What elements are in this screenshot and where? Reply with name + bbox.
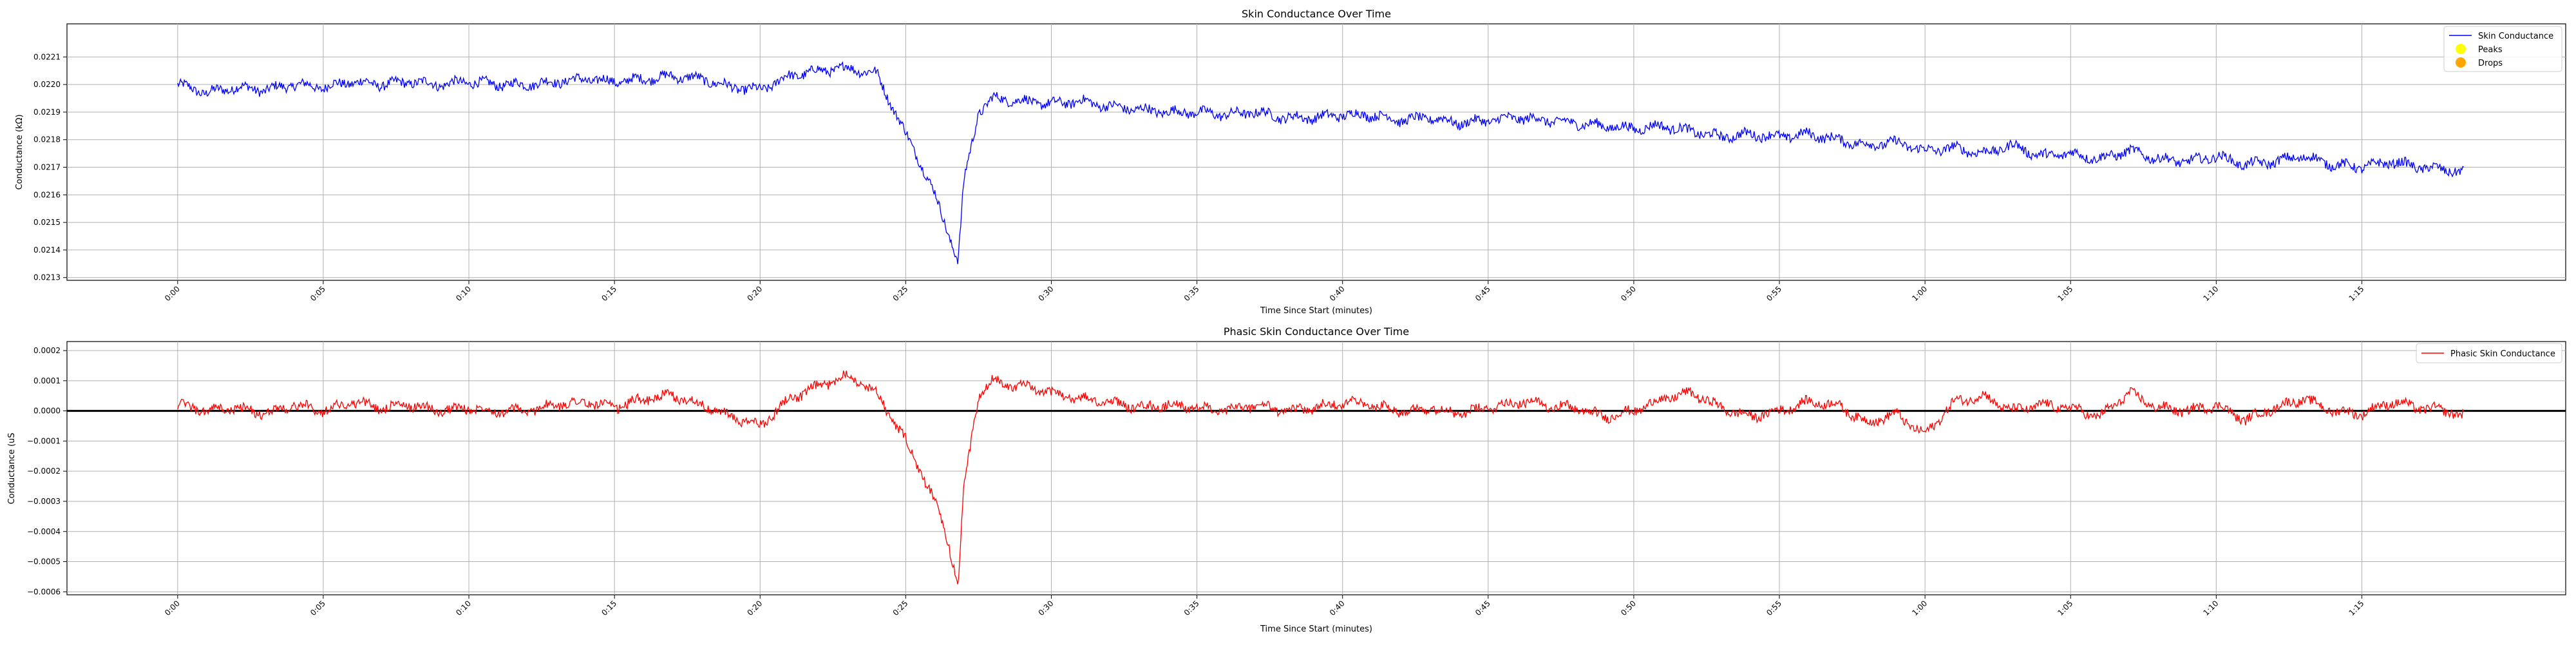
y-tick-label: 0.0213 bbox=[33, 273, 61, 282]
x-tick-label: 0:50 bbox=[1619, 284, 1638, 303]
y-tick-label: −0.0003 bbox=[27, 497, 61, 506]
legend: Skin Conductance Peaks Drops bbox=[2443, 26, 2562, 72]
y-tick-label: −0.0004 bbox=[27, 527, 61, 536]
y-axis-ticks: −0.0006 −0.0005 −0.0004 −0.0003 −0.0002 −0.00… bbox=[27, 346, 67, 596]
y-tick-label: 0.0001 bbox=[33, 376, 61, 385]
chart-title: Skin Conductance Over Time bbox=[1242, 8, 1391, 20]
y-axis-label: Conductance (uS bbox=[7, 432, 17, 504]
x-tick-label: 0:25 bbox=[891, 284, 910, 303]
x-tick-label: 0:55 bbox=[1765, 284, 1783, 303]
legend-marker-peaks bbox=[2456, 44, 2466, 54]
x-axis-ticks: 0:00 0:05 0:10 0:15 0:20 0:25 0:30 0:35 0:40 0:45… bbox=[163, 280, 2366, 303]
series-line-skin-conductance bbox=[177, 61, 2465, 264]
x-tick-label: 1:05 bbox=[2056, 284, 2074, 303]
x-tick-label: 0:55 bbox=[1765, 599, 1783, 617]
phasic-skin-conductance-chart: Phasic Skin Conductance Over Time 0:00 0:… bbox=[7, 325, 2566, 634]
x-tick-label: 0:30 bbox=[1037, 599, 1056, 617]
y-tick-label: 0.0214 bbox=[33, 246, 61, 255]
y-tick-label: 0.0000 bbox=[33, 407, 61, 416]
x-axis-ticks: 0:00 0:05 0:10 0:15 0:20 0:25 0:30 0:35 0:40 0:45… bbox=[163, 595, 2366, 617]
x-tick-label: 1:15 bbox=[2347, 599, 2366, 617]
series-line-phasic-skin-conductance bbox=[177, 371, 2465, 584]
legend-label-drops: Drops bbox=[2478, 59, 2503, 68]
y-tick-label: 0.0002 bbox=[33, 346, 61, 355]
legend-label-phasic-skin-conductance: Phasic Skin Conductance bbox=[2450, 349, 2555, 359]
skin-conductance-chart: Skin Conductance Over Time 0:00 0:05 0:10 0… bbox=[15, 8, 2566, 316]
plot-area bbox=[66, 341, 2566, 595]
x-tick-label: 0:40 bbox=[1328, 284, 1347, 303]
y-tick-label: 0.0219 bbox=[33, 108, 61, 117]
x-tick-label: 0:10 bbox=[454, 284, 473, 303]
x-tick-label: 0:20 bbox=[745, 284, 764, 303]
y-tick-label: −0.0002 bbox=[27, 467, 61, 476]
legend-label-peaks: Peaks bbox=[2478, 45, 2503, 55]
x-tick-label: 1:00 bbox=[1910, 284, 1929, 303]
grid bbox=[67, 342, 2566, 595]
y-tick-label: 0.0218 bbox=[33, 135, 61, 144]
chart-title: Phasic Skin Conductance Over Time bbox=[1224, 325, 1409, 338]
x-tick-label: 0:15 bbox=[600, 599, 618, 617]
plot-area bbox=[66, 23, 2566, 281]
x-tick-label: 0:40 bbox=[1328, 599, 1347, 617]
series-layer bbox=[177, 61, 2465, 264]
x-tick-label: 0:25 bbox=[891, 599, 910, 617]
y-tick-label: −0.0006 bbox=[27, 587, 61, 596]
y-tick-label: −0.0005 bbox=[27, 557, 61, 566]
x-tick-label: 0:45 bbox=[1473, 599, 1492, 617]
x-axis-label: Time Since Start (minutes) bbox=[1260, 624, 1372, 634]
legend-box bbox=[2443, 26, 2562, 72]
x-tick-label: 0:05 bbox=[308, 284, 327, 303]
grid bbox=[67, 24, 2566, 280]
y-tick-label: 0.0217 bbox=[33, 163, 61, 172]
legend: Phasic Skin Conductance bbox=[2416, 343, 2562, 363]
x-tick-label: 0:00 bbox=[163, 599, 182, 617]
y-axis-label: Conductance (kΩ) bbox=[15, 114, 24, 189]
x-tick-label: 0:35 bbox=[1182, 284, 1201, 303]
x-tick-label: 1:10 bbox=[2202, 284, 2221, 303]
x-axis-label: Time Since Start (minutes) bbox=[1260, 306, 1372, 316]
x-tick-label: 1:00 bbox=[1910, 599, 1929, 617]
legend-marker-drops bbox=[2456, 57, 2466, 68]
y-tick-label: 0.0220 bbox=[33, 80, 61, 89]
x-tick-label: 0:45 bbox=[1473, 284, 1492, 303]
x-tick-label: 0:35 bbox=[1182, 599, 1201, 617]
legend-box bbox=[2416, 343, 2562, 363]
x-tick-label: 1:10 bbox=[2202, 599, 2221, 617]
x-tick-label: 0:00 bbox=[163, 284, 182, 303]
y-axis-ticks: 0.0213 0.0214 0.0215 0.0216 0.0217 0.0218 0.02… bbox=[33, 52, 67, 282]
x-tick-label: 0:05 bbox=[308, 599, 327, 617]
x-tick-label: 0:30 bbox=[1037, 284, 1056, 303]
x-tick-label: 0:50 bbox=[1619, 599, 1638, 617]
y-tick-label: 0.0221 bbox=[33, 52, 61, 61]
x-tick-label: 0:20 bbox=[745, 599, 764, 617]
y-tick-label: 0.0216 bbox=[33, 190, 61, 199]
y-tick-label: 0.0215 bbox=[33, 218, 61, 227]
x-tick-label: 0:10 bbox=[454, 599, 473, 617]
x-tick-label: 1:05 bbox=[2056, 599, 2074, 617]
legend-label-skin-conductance: Skin Conductance bbox=[2478, 32, 2553, 41]
x-tick-label: 0:15 bbox=[600, 284, 618, 303]
x-tick-label: 1:15 bbox=[2347, 284, 2366, 303]
series-layer bbox=[67, 371, 2566, 584]
y-tick-label: −0.0001 bbox=[27, 436, 61, 445]
